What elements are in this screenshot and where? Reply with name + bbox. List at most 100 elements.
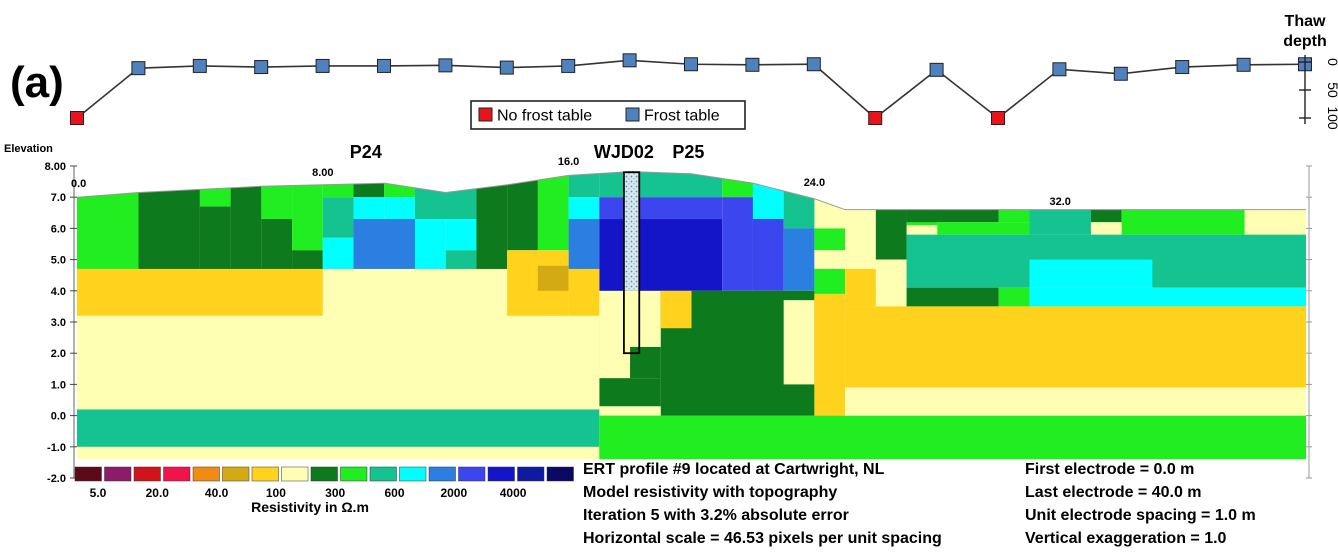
frost-table-marker (622, 53, 637, 68)
resistivity-cell (322, 237, 354, 269)
resistivity-cell (414, 219, 446, 269)
resistivity-cell (599, 378, 661, 407)
resistivity-cell (599, 197, 631, 220)
colorbar-swatch (428, 466, 456, 482)
resistivity-cell (230, 171, 262, 269)
colorbar-swatch (251, 466, 279, 482)
distance-tick-label: 16.0 (558, 156, 579, 168)
thaw-axis-title-line1: Thaw (1285, 13, 1326, 30)
elevation-tick-label: -1.0 (47, 442, 66, 454)
colorbar-swatch (340, 466, 368, 482)
colorbar-swatch (192, 466, 220, 482)
frost-legend: No frost table Frost table (470, 100, 746, 130)
elevation-tick-label: 4.0 (51, 286, 66, 298)
colorbar-label: Resistivity in Ω.m (251, 499, 369, 515)
borehole-outline (623, 171, 641, 355)
elevation-tick-label: 5.0 (51, 255, 66, 267)
resistivity-cell (353, 171, 385, 198)
info-profile: ERT profile #9 located at Cartwright, NL (583, 461, 885, 478)
info-model: Model resistivity with topography (583, 484, 837, 501)
colorbar-swatch (281, 466, 309, 482)
frost-legend-box (470, 100, 746, 130)
resistivity-cell (660, 290, 692, 329)
resistivity-cell (77, 409, 600, 447)
thaw-depth-profile (70, 53, 1312, 125)
section-annotation: P25 (672, 142, 704, 162)
frost-legend-label: Frost table (644, 108, 720, 125)
thaw-axis-tick-label-100: 100 (1325, 106, 1338, 130)
frost-swatch (625, 107, 640, 122)
elevation-axis-title: Elevation (4, 143, 53, 155)
resistivity-cell (722, 171, 753, 198)
frost-table-marker (1113, 66, 1128, 81)
elevation-tick-label: -2.0 (47, 473, 66, 485)
resistivity-cell (1090, 209, 1122, 223)
resistivity-cell (384, 197, 415, 220)
thaw-axis-tick-label-0: 0 (1325, 58, 1338, 66)
colorbar-tick-label: 600 (384, 486, 404, 500)
elevation-tick-label: 7.0 (51, 192, 66, 204)
section-annotation: P24 (350, 142, 382, 162)
colorbar-swatch (546, 466, 574, 482)
resistivity-cell (906, 287, 999, 307)
resistivity-cell (814, 268, 846, 294)
distance-tick-label: 32.0 (1049, 196, 1070, 208)
borehole-ice-fill (623, 172, 640, 291)
resistivity-cell (261, 219, 293, 269)
no-frost-legend-label: No frost table (497, 108, 592, 125)
colorbar-swatch (74, 466, 102, 482)
colorbar-tick-label: 4000 (500, 486, 527, 500)
elevation-tick-label: 6.0 (51, 223, 66, 235)
colorbar-swatch (399, 466, 427, 482)
distance-tick-label: 0.0 (71, 178, 86, 190)
resistivity-cell (998, 287, 1030, 307)
no-frost-table-marker (868, 111, 883, 125)
resistivity-cell (353, 197, 385, 220)
resistivity-cell (937, 222, 1030, 235)
info-horizontal-scale: Horizontal scale = 46.53 pixels per unit… (583, 530, 942, 547)
distance-axis: 0.0 8.00 16.0 24.0 32.0 (71, 156, 1071, 208)
frost-table-marker (377, 58, 391, 73)
thaw-axis-title-line2: depth (1283, 33, 1327, 50)
resistivity-cell (599, 171, 723, 198)
section-annotation: WJD02 (594, 142, 654, 162)
resistivity-cell (77, 268, 323, 316)
colorbar-swatch (163, 466, 191, 482)
resistivity-cell (845, 387, 1306, 416)
resistivity-cell (537, 171, 569, 251)
colorbar-swatch (458, 466, 486, 482)
resistivity-cell (845, 268, 876, 307)
info-unit-spacing: Unit electrode spacing = 1.0 m (1025, 507, 1256, 524)
colorbar-tick-label: 5.0 (90, 486, 107, 500)
elevation-tick-label: 0.0 (51, 411, 66, 423)
resistivity-cell (845, 306, 1306, 388)
colorbar-swatch (222, 466, 250, 482)
resistivity-cell (568, 197, 600, 220)
resistivity-cell (199, 206, 231, 269)
distance-tick-label: 8.00 (312, 167, 333, 179)
resistivity-cell (261, 171, 293, 220)
no-frost-table-marker (70, 111, 84, 125)
resistivity-cell (845, 209, 876, 269)
colorbar-tick-label: 300 (325, 486, 345, 500)
frost-table-marker (1052, 62, 1067, 77)
resistivity-cell (814, 250, 846, 269)
resistivity-cell (138, 171, 200, 269)
resistivity-cell (322, 197, 354, 238)
resistivity-cell (722, 197, 753, 291)
colorbar-swatch (369, 466, 397, 482)
info-vertical-exaggeration: Vertical exaggeration = 1.0 (1025, 530, 1227, 547)
thaw-depth-axis: Thaw depth 0 50 100 (1283, 13, 1338, 130)
no-frost-swatch (478, 107, 493, 122)
thaw-axis-tick-label-50: 50 (1325, 82, 1338, 98)
elevation-tick-label: 8.00 (45, 161, 66, 173)
resistivity-cell (384, 171, 415, 198)
resistivity-cell (1029, 287, 1306, 307)
resistivity-cell (568, 268, 600, 322)
frost-table-marker (192, 58, 207, 73)
colorbar-swatch (487, 466, 515, 482)
panel-label: (a) (10, 58, 64, 107)
frost-table-marker (254, 60, 269, 75)
